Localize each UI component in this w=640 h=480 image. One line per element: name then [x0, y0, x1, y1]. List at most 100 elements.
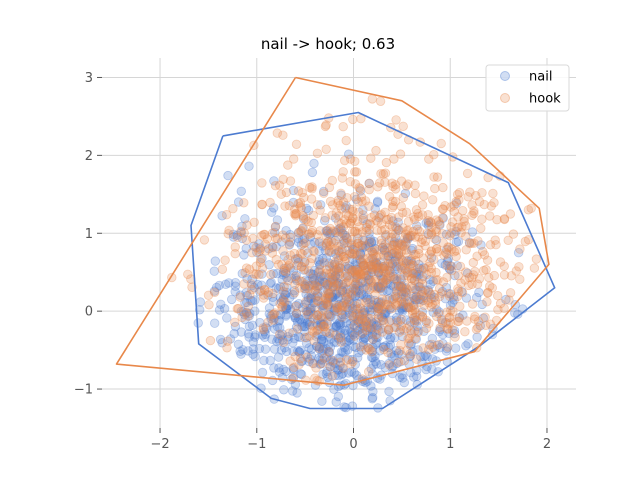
data-point	[364, 247, 375, 258]
data-point	[352, 298, 362, 309]
data-point	[317, 314, 328, 324]
data-point	[321, 294, 332, 305]
data-point	[467, 210, 477, 221]
data-point	[474, 196, 485, 207]
data-point	[355, 276, 366, 286]
data-point	[401, 238, 411, 249]
data-point	[323, 299, 334, 310]
data-point	[351, 273, 361, 284]
data-point	[387, 249, 397, 259]
data-point	[335, 270, 345, 280]
data-point	[408, 261, 419, 271]
data-point	[358, 261, 368, 272]
data-point	[214, 280, 225, 291]
data-point	[242, 290, 252, 301]
data-point	[296, 262, 307, 272]
data-point	[461, 341, 471, 351]
data-point	[327, 175, 338, 186]
data-point	[422, 228, 433, 238]
data-point	[446, 305, 456, 316]
data-point	[442, 272, 452, 283]
data-point	[362, 265, 372, 276]
data-point	[488, 188, 498, 199]
data-point	[334, 319, 344, 329]
data-point	[328, 274, 339, 285]
data-point	[501, 294, 511, 305]
data-point	[460, 275, 470, 285]
data-point	[294, 360, 304, 370]
data-point	[353, 315, 363, 325]
data-point	[333, 293, 344, 303]
data-point	[297, 321, 307, 332]
data-point	[343, 289, 353, 300]
data-point	[384, 265, 395, 276]
data-point	[511, 266, 522, 276]
data-point	[358, 254, 369, 264]
data-point	[332, 314, 342, 325]
data-point	[462, 168, 473, 179]
data-point	[278, 174, 288, 185]
data-point	[308, 298, 319, 308]
data-point	[277, 302, 288, 312]
data-point	[384, 360, 395, 370]
data-point	[368, 342, 378, 353]
data-point	[244, 321, 255, 332]
data-point	[351, 194, 362, 205]
data-point	[390, 222, 401, 232]
data-point	[443, 242, 453, 252]
data-point	[454, 222, 464, 232]
data-point	[450, 332, 460, 342]
data-point	[452, 316, 463, 327]
data-point	[339, 301, 349, 311]
data-point	[240, 314, 250, 325]
data-point	[343, 304, 354, 315]
data-point	[290, 254, 301, 264]
data-point	[383, 272, 393, 282]
data-point	[293, 253, 303, 263]
data-point	[311, 331, 321, 342]
data-point	[236, 349, 246, 359]
data-point	[354, 250, 364, 261]
data-point	[366, 277, 377, 288]
data-point	[454, 187, 465, 198]
data-point	[295, 276, 305, 286]
data-point	[383, 251, 394, 261]
data-point	[444, 291, 455, 301]
data-point	[431, 215, 442, 225]
data-point	[304, 356, 314, 367]
data-point	[315, 226, 325, 236]
data-point	[344, 308, 354, 318]
data-point	[294, 347, 304, 357]
data-point	[431, 244, 442, 254]
data-point	[388, 271, 399, 282]
data-point	[347, 204, 358, 215]
data-point	[223, 170, 233, 181]
data-point	[310, 237, 320, 248]
data-point	[392, 248, 402, 258]
data-point	[228, 232, 239, 242]
data-point	[350, 264, 361, 274]
data-point	[334, 268, 344, 279]
data-point	[376, 311, 387, 322]
data-point	[350, 260, 360, 270]
data-point	[313, 296, 323, 307]
data-point	[312, 310, 322, 320]
data-point	[380, 177, 390, 187]
data-point	[254, 343, 265, 354]
data-point	[326, 288, 336, 298]
data-point	[421, 218, 431, 228]
data-point	[453, 271, 464, 281]
data-point	[316, 334, 327, 345]
data-point	[266, 311, 276, 321]
data-point	[283, 300, 294, 311]
data-point	[351, 286, 361, 296]
data-point	[401, 283, 412, 293]
data-point	[330, 249, 341, 259]
data-point	[433, 247, 443, 257]
data-point	[295, 314, 305, 325]
data-point	[356, 257, 366, 268]
data-point	[369, 210, 380, 220]
data-point	[294, 347, 305, 357]
data-point	[366, 325, 376, 336]
data-point	[340, 342, 350, 353]
